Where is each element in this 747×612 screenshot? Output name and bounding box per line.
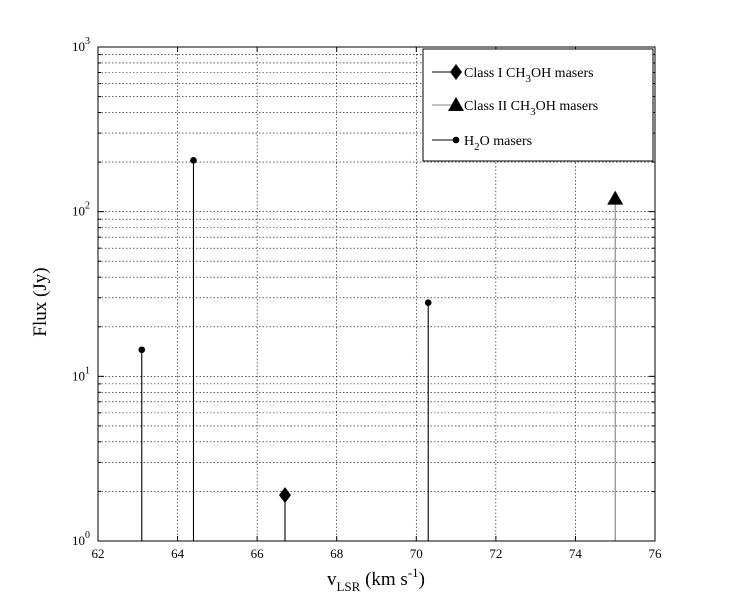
data-point bbox=[138, 346, 146, 354]
x-tick-label: 68 bbox=[330, 546, 343, 561]
legend-label: Class II CH3OH masers bbox=[464, 99, 598, 118]
legend-label: Class I CH3OH masers bbox=[464, 66, 594, 85]
y-tick-label: 100 bbox=[72, 530, 90, 548]
x-tick-label: 64 bbox=[171, 546, 185, 561]
x-tick-label: 62 bbox=[92, 546, 105, 561]
data-point bbox=[424, 299, 432, 307]
x-axis-label: vLSR (km s-1) bbox=[327, 565, 425, 594]
y-tick-label: 102 bbox=[72, 201, 90, 219]
axes-frame bbox=[97, 46, 656, 542]
y-tick-label: 101 bbox=[72, 365, 90, 383]
legend-box bbox=[422, 48, 654, 162]
data-point bbox=[190, 157, 197, 164]
legend-marker bbox=[452, 136, 460, 144]
x-tick-label: 66 bbox=[251, 546, 265, 561]
data-point bbox=[278, 487, 291, 504]
legend-marker bbox=[448, 97, 464, 111]
data-point bbox=[607, 190, 624, 205]
legend-label: H2O masers bbox=[464, 134, 532, 153]
x-tick-label: 72 bbox=[489, 546, 502, 561]
x-tick-label: 76 bbox=[649, 546, 663, 561]
y-tick-label: 103 bbox=[72, 36, 90, 54]
x-tick-label: 74 bbox=[569, 546, 583, 561]
x-tick-label: 70 bbox=[410, 546, 423, 561]
y-axis-label: Flux (Jy) bbox=[30, 267, 51, 336]
legend-marker bbox=[450, 64, 462, 80]
legend: Class I CH3OH masers Class II CH3OH maser… bbox=[422, 48, 654, 162]
